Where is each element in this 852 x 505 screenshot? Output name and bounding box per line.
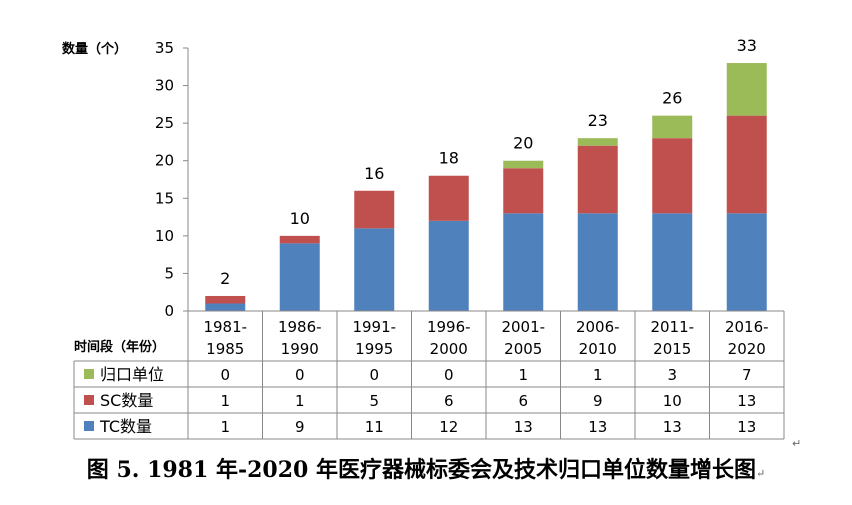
x-tick-label: 1981- — [203, 318, 247, 336]
table-cell-value: 0 — [369, 366, 379, 384]
x-tick-label: 2005 — [504, 340, 542, 358]
bar-segment — [428, 220, 469, 311]
legend-label: 归口单位 — [100, 365, 164, 384]
table-cell-value: 12 — [439, 418, 458, 436]
bar-segment — [428, 175, 469, 221]
table-cell-value: 13 — [663, 418, 682, 436]
return-mark: ↵ — [755, 467, 766, 480]
caption-text: 图 5. 1981 年-2020 年医疗器械标委会及技术归口单位数量增长图 — [86, 457, 756, 483]
stacked-bar-chart: 05101520253035数量（个）2101618202326331981-1… — [62, 36, 785, 440]
x-tick-label: 1996- — [427, 318, 471, 336]
bar-total-label: 2 — [220, 269, 230, 288]
x-tick-label: 2015 — [653, 340, 691, 358]
bar-total-label: 26 — [662, 89, 682, 108]
table-cell-value: 1 — [593, 366, 603, 384]
y-tick-label: 25 — [155, 114, 174, 132]
x-tick-label: 1985 — [206, 340, 244, 358]
bar-total-label: 33 — [737, 36, 757, 55]
bar-segment — [503, 213, 544, 311]
figure-caption: 图 5. 1981 年-2020 年医疗器械标委会及技术归口单位数量增长图↵ — [0, 452, 852, 484]
bar-segment — [205, 295, 246, 304]
bar-segment — [577, 213, 618, 311]
bar-total-label: 10 — [290, 209, 310, 228]
x-tick-label: 1990 — [281, 340, 319, 358]
table-cell-value: 1 — [220, 418, 230, 436]
y-axis-title: 数量（个） — [62, 41, 127, 57]
y-tick-label: 15 — [155, 189, 174, 207]
legend-swatch — [84, 395, 94, 405]
x-tick-label: 1986- — [278, 318, 322, 336]
legend-label: SC数量 — [100, 391, 153, 410]
table-cell-value: 13 — [588, 418, 607, 436]
bar-total-label: 18 — [439, 149, 459, 168]
table-cell-value: 0 — [444, 366, 454, 384]
table-cell-value: 5 — [369, 392, 379, 410]
table-cell-value: 0 — [220, 366, 230, 384]
table-cell-value: 11 — [365, 418, 384, 436]
table-cell-value: 1 — [220, 392, 230, 410]
table-cell-value: 3 — [667, 366, 677, 384]
bar-segment — [205, 303, 246, 311]
x-tick-label: 2001- — [501, 318, 545, 336]
return-mark-table: ↵ — [792, 437, 802, 450]
bar-segment — [354, 228, 395, 311]
table-cell-value: 6 — [518, 392, 528, 410]
bar-segment — [279, 235, 320, 244]
bar-segment — [577, 145, 618, 214]
bar-segment — [652, 138, 693, 214]
bar-segment — [726, 115, 767, 214]
bar-segment — [577, 138, 618, 146]
x-tick-label: 2016- — [725, 318, 769, 336]
table-cell-value: 6 — [444, 392, 454, 410]
x-tick-label: 1995 — [355, 340, 393, 358]
table-cell-value: 10 — [663, 392, 682, 410]
table-cell-value: 13 — [737, 418, 756, 436]
x-tick-label: 2011- — [650, 318, 694, 336]
x-tick-label: 2006- — [576, 318, 620, 336]
bar-segment — [726, 213, 767, 311]
bar-segment — [652, 115, 693, 139]
table-cell-value: 1 — [295, 392, 305, 410]
x-axis-title: 时间段（年份） — [74, 339, 165, 355]
bar-segment — [652, 213, 693, 311]
bar-total-label: 20 — [513, 134, 533, 153]
bar-total-label: 16 — [364, 164, 384, 183]
x-tick-label: 1991- — [352, 318, 396, 336]
bar-total-label: 23 — [588, 111, 608, 130]
y-tick-label: 10 — [155, 227, 174, 245]
table-cell-value: 9 — [593, 392, 603, 410]
x-tick-label: 2010 — [579, 340, 617, 358]
table-cell-value: 0 — [295, 366, 305, 384]
bar-segment — [726, 63, 767, 116]
legend-label: TC数量 — [99, 417, 152, 436]
table-cell-value: 1 — [518, 366, 528, 384]
bar-segment — [279, 243, 320, 311]
y-tick-label: 35 — [155, 39, 174, 57]
legend-swatch — [84, 421, 94, 431]
y-tick-label: 0 — [164, 302, 174, 320]
bar-segment — [503, 168, 544, 214]
table-cell-value: 13 — [514, 418, 533, 436]
x-tick-label: 2000 — [430, 340, 468, 358]
table-cell-value: 13 — [737, 392, 756, 410]
table-cell-value: 7 — [742, 366, 752, 384]
legend-swatch — [84, 369, 94, 379]
bar-segment — [354, 190, 395, 229]
table-cell-value: 9 — [295, 418, 305, 436]
y-tick-label: 5 — [164, 264, 174, 282]
y-tick-label: 20 — [155, 152, 174, 170]
y-tick-label: 30 — [155, 77, 174, 95]
bar-segment — [503, 160, 544, 169]
x-tick-label: 2020 — [728, 340, 766, 358]
